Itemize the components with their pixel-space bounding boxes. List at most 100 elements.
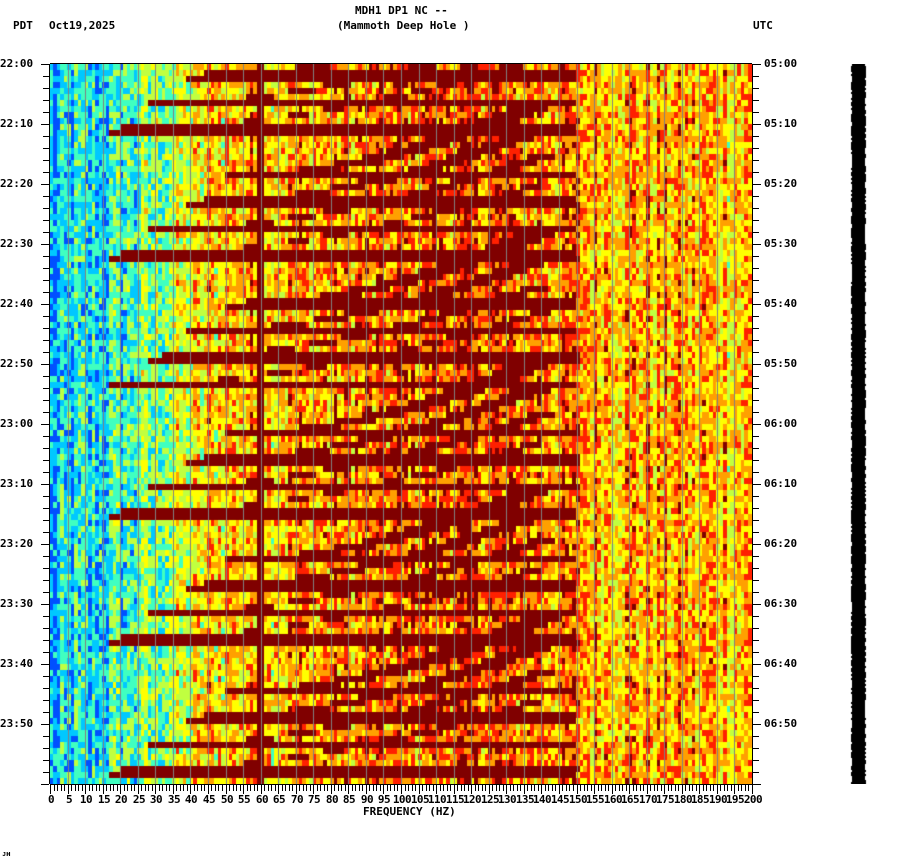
y-tick-label-left: 22:10 — [0, 117, 34, 130]
x-tick-label: 70 — [290, 793, 304, 806]
x-tick-label: 65 — [272, 793, 286, 806]
spectrogram-heatmap — [50, 64, 752, 784]
x-minor-tick — [268, 785, 269, 791]
x-minor-tick — [57, 785, 58, 791]
x-major-tick — [68, 785, 69, 794]
x-tick-label: 35 — [167, 793, 181, 806]
x-minor-tick — [166, 785, 167, 791]
x-major-tick — [296, 785, 297, 794]
right-minor-tick — [753, 280, 759, 281]
x-minor-tick — [405, 785, 406, 791]
y-tick-label-left: 22:50 — [0, 357, 34, 370]
x-minor-tick — [503, 785, 504, 791]
x-minor-tick — [176, 785, 177, 791]
x-minor-tick — [78, 785, 79, 791]
x-minor-tick — [552, 785, 553, 791]
right-major-tick — [753, 604, 761, 605]
left-minor-tick — [43, 652, 49, 653]
y-tick-label-left: 23:30 — [0, 597, 34, 610]
x-tick-label: 60 — [255, 793, 269, 806]
x-minor-tick — [696, 785, 697, 791]
x-minor-tick — [633, 785, 634, 791]
right-major-tick — [753, 124, 761, 125]
x-minor-tick — [96, 785, 97, 791]
left-minor-tick — [43, 520, 49, 521]
x-major-tick — [699, 785, 700, 794]
x-minor-tick — [478, 785, 479, 791]
right-minor-tick — [753, 436, 759, 437]
x-tick-label: 110 — [427, 793, 447, 806]
x-minor-tick — [303, 785, 304, 791]
x-minor-tick — [531, 785, 532, 791]
x-minor-tick — [573, 785, 574, 791]
x-minor-tick — [218, 785, 219, 791]
x-minor-tick — [668, 785, 669, 791]
y-tick-label-left: 22:30 — [0, 237, 34, 250]
right-minor-tick — [753, 196, 759, 197]
x-minor-tick — [457, 785, 458, 791]
right-minor-tick — [753, 556, 759, 557]
x-minor-tick — [545, 785, 546, 791]
x-minor-tick — [657, 785, 658, 791]
bottom-axis-line — [50, 784, 753, 785]
x-minor-tick — [745, 785, 746, 791]
x-minor-tick — [741, 785, 742, 791]
x-minor-tick — [415, 785, 416, 791]
x-major-tick — [155, 785, 156, 794]
x-minor-tick — [555, 785, 556, 791]
x-major-tick — [173, 785, 174, 794]
y-tick-label-right: 05:20 — [764, 177, 798, 190]
x-minor-tick — [713, 785, 714, 791]
right-minor-tick — [753, 400, 759, 401]
x-minor-tick — [468, 785, 469, 791]
x-tick-label: 115 — [445, 793, 465, 806]
x-minor-tick — [731, 785, 732, 791]
x-minor-tick — [636, 785, 637, 791]
x-minor-tick — [247, 785, 248, 791]
left-minor-tick — [43, 76, 49, 77]
x-minor-tick — [117, 785, 118, 791]
x-minor-tick — [338, 785, 339, 791]
x-minor-tick — [517, 785, 518, 791]
left-minor-tick — [43, 400, 49, 401]
x-minor-tick — [608, 785, 609, 791]
x-minor-tick — [215, 785, 216, 791]
x-minor-tick — [548, 785, 549, 791]
x-major-tick — [348, 785, 349, 794]
x-tick-label: 20 — [114, 793, 128, 806]
left-minor-tick — [43, 616, 49, 617]
x-minor-tick — [317, 785, 318, 791]
x-minor-tick — [675, 785, 676, 791]
y-tick-label-right: 05:50 — [764, 357, 798, 370]
x-minor-tick — [229, 785, 230, 791]
x-minor-tick — [598, 785, 599, 791]
x-minor-tick — [320, 785, 321, 791]
left-major-tick — [41, 304, 49, 305]
x-tick-label: 140 — [532, 793, 552, 806]
y-tick-label-right: 05:10 — [764, 117, 798, 130]
x-minor-tick — [678, 785, 679, 791]
x-major-tick — [541, 785, 542, 794]
x-minor-tick — [194, 785, 195, 791]
right-major-tick — [753, 64, 761, 65]
x-minor-tick — [289, 785, 290, 791]
x-minor-tick — [204, 785, 205, 791]
left-minor-tick — [43, 136, 49, 137]
x-minor-tick — [306, 785, 307, 791]
x-tick-label: 80 — [325, 793, 339, 806]
left-minor-tick — [43, 448, 49, 449]
x-major-tick — [243, 785, 244, 794]
x-minor-tick — [562, 785, 563, 791]
x-minor-tick — [727, 785, 728, 791]
x-major-tick — [278, 785, 279, 794]
right-major-tick — [753, 244, 761, 245]
left-major-tick — [41, 124, 49, 125]
y-tick-label-right: 06:30 — [764, 597, 798, 610]
chart-subtitle: (Mammoth Deep Hole ) — [337, 19, 470, 32]
x-major-tick — [261, 785, 262, 794]
x-major-tick — [682, 785, 683, 794]
right-minor-tick — [753, 316, 759, 317]
x-major-tick — [594, 785, 595, 794]
x-minor-tick — [162, 785, 163, 791]
left-minor-tick — [43, 736, 49, 737]
